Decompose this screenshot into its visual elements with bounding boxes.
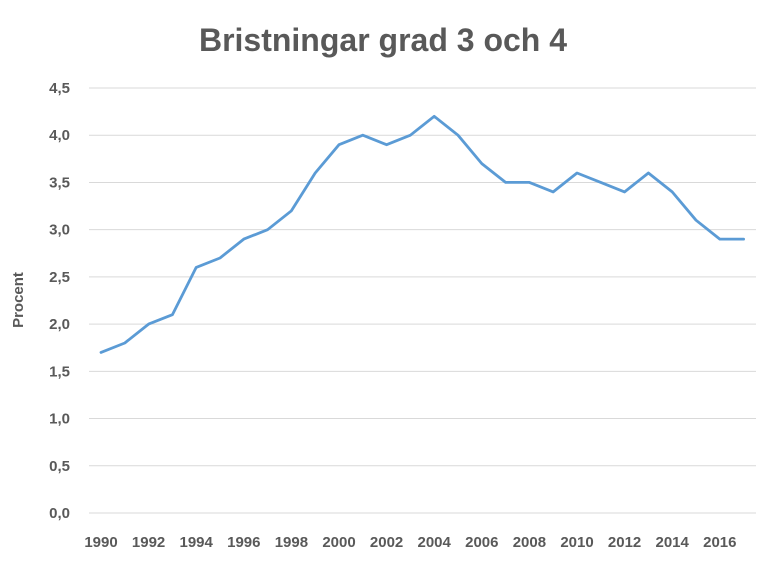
x-tick-label: 1996	[227, 534, 260, 551]
y-tick-label: 3,5	[49, 174, 70, 191]
y-tick-label: 2,0	[49, 316, 70, 333]
x-axis-ticks: 1990 1992 1994 1996 1998 2000 2002 2004 2006 2008…	[84, 534, 736, 551]
x-tick-label: 1994	[180, 534, 214, 551]
y-axis-ticks: 0,0 0,5 1,0 1,5 2,0 2,5 3,0 3,5 4,0 4,5	[49, 80, 70, 522]
x-tick-label: 2008	[513, 534, 546, 551]
y-tick-label: 1,5	[49, 363, 70, 380]
y-tick-label: 0,0	[49, 505, 70, 522]
x-tick-label: 2014	[656, 534, 690, 551]
y-tick-label: 0,5	[49, 458, 70, 475]
y-tick-label: 4,0	[49, 127, 70, 144]
y-tick-label: 2,5	[49, 269, 70, 286]
series-layer	[99, 114, 745, 354]
y-tick-label: 4,5	[49, 80, 70, 97]
x-tick-label: 2002	[370, 534, 403, 551]
x-tick-label: 1998	[275, 534, 308, 551]
x-tick-label: 2016	[703, 534, 736, 551]
x-tick-label: 2010	[560, 534, 593, 551]
y-tick-label: 1,0	[49, 411, 70, 428]
x-tick-label: 1990	[84, 534, 117, 551]
y-axis-title: Procent	[10, 272, 27, 328]
x-tick-label: 2004	[418, 534, 452, 551]
x-tick-label: 2000	[322, 534, 355, 551]
chart-title: Bristningar grad 3 och 4	[198, 22, 568, 58]
y-tick-label: 3,0	[49, 222, 70, 239]
x-tick-label: 1992	[132, 534, 165, 551]
x-tick-label: 2012	[608, 534, 641, 551]
series-line	[99, 114, 745, 354]
gridlines	[89, 87, 756, 514]
x-tick-label: 2006	[465, 534, 498, 551]
